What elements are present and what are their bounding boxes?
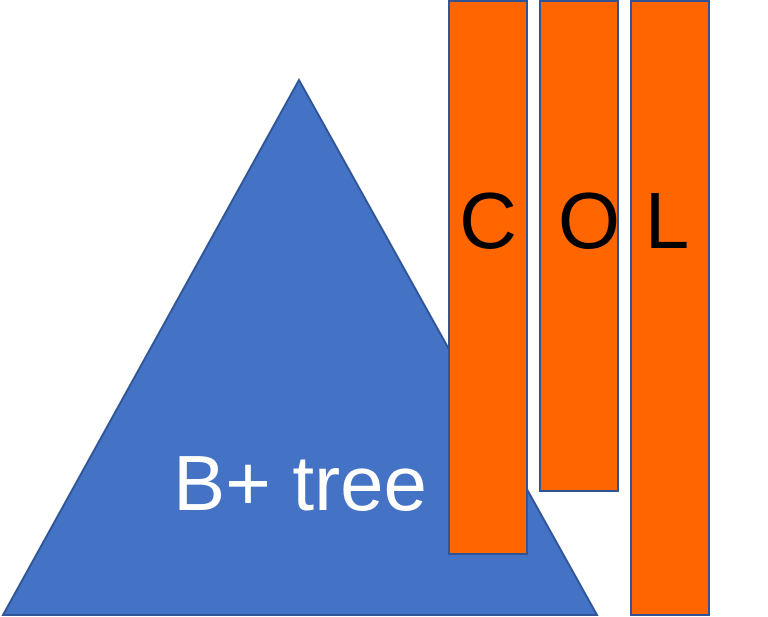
b-plus-tree-label: B+ tree bbox=[173, 439, 427, 527]
column-bar-o bbox=[539, 0, 619, 492]
column-bar-l bbox=[630, 0, 710, 616]
column-letter-o: O bbox=[558, 176, 620, 265]
column-bar-c bbox=[448, 0, 528, 555]
column-letter-l: L bbox=[645, 176, 690, 265]
column-letter-c: C bbox=[459, 176, 517, 265]
